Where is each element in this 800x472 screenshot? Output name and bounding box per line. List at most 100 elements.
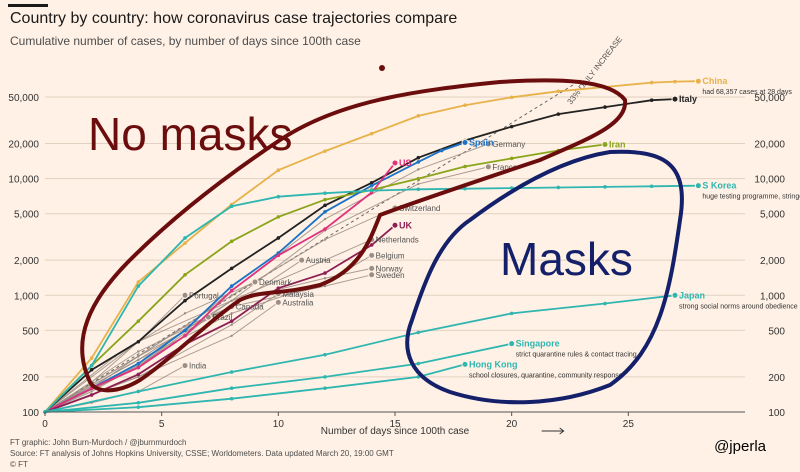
end-marker-uk <box>391 221 399 229</box>
series-note-s-korea: huge testing programme, stringent case i… <box>702 194 800 201</box>
reference-line-label: 33% DAILY INCREASE <box>565 35 624 107</box>
data-point-spain <box>369 183 374 188</box>
y-tick-label-right: 500 <box>768 326 785 337</box>
end-marker-portugal <box>181 291 189 299</box>
data-point-japan <box>603 301 607 306</box>
header-rule <box>8 4 48 7</box>
data-point-spain <box>416 160 421 164</box>
data-point-hong-kong <box>136 405 141 409</box>
series-label-singapore: Singapore <box>516 339 560 349</box>
data-point-china <box>183 241 187 245</box>
series-line-japan <box>44 294 676 413</box>
data-point-japan <box>229 370 234 374</box>
data-point-australia <box>137 375 140 379</box>
data-point-us <box>323 227 327 231</box>
data-point-us <box>276 253 281 258</box>
data-point-us <box>183 333 187 338</box>
end-marker-us <box>391 159 399 167</box>
series-label-denmark: Denmark <box>259 278 292 287</box>
data-point-italy <box>229 266 234 271</box>
data-point-s-korea <box>323 191 327 195</box>
end-marker-denmark <box>251 278 259 286</box>
data-point-france <box>417 182 420 186</box>
end-marker-sweden <box>368 271 376 279</box>
data-point-china <box>136 280 141 284</box>
x-tick-label: 0 <box>42 419 48 430</box>
series-label-portugal: Portugal <box>189 291 219 300</box>
series-note-hong-kong: school closures, quarantine, community r… <box>469 372 623 379</box>
data-point-iran <box>463 164 467 169</box>
series-label-norway: Norway <box>376 264 403 273</box>
y-tick-label-left: 20,000 <box>8 139 39 150</box>
data-point-sweden <box>323 284 327 288</box>
y-tick-label-right: 10,000 <box>754 175 785 186</box>
author-handle: @jperla <box>714 438 766 455</box>
series-label-uk: UK <box>399 220 412 230</box>
data-point-hong-kong <box>229 396 234 401</box>
series-line-switzerland <box>44 207 396 413</box>
data-point-italy <box>89 367 94 372</box>
data-point-s-korea <box>649 184 654 189</box>
series-note-japan: strong social norms around obedience and… <box>679 303 800 310</box>
data-point-italy <box>603 105 607 109</box>
data-point-denmark <box>183 312 187 315</box>
data-point-norway <box>230 299 233 302</box>
data-point-italy <box>183 298 187 303</box>
data-point-uk <box>229 319 234 323</box>
data-point-iran <box>136 319 141 323</box>
end-marker-singapore <box>508 340 516 348</box>
end-marker-italy <box>671 95 679 103</box>
x-tick-label: 25 <box>623 419 635 430</box>
data-point-canada <box>137 355 140 358</box>
series-label-hong-kong: Hong Kong <box>469 359 518 369</box>
data-point-iran <box>229 239 234 244</box>
data-point-china <box>509 95 514 100</box>
x-tick-label: 20 <box>506 419 518 430</box>
data-point-us <box>136 365 141 370</box>
data-point-s-korea <box>603 185 607 189</box>
data-point-s-korea <box>89 363 94 368</box>
data-point-china <box>416 114 421 118</box>
x-axis-title: Number of days since 100th case <box>321 426 470 437</box>
end-marker-s-korea <box>694 182 702 190</box>
data-point-uk <box>369 243 374 247</box>
data-point-italy <box>416 155 421 160</box>
data-point-australia <box>230 334 233 337</box>
data-point-iran <box>183 272 187 277</box>
y-tick-label-right: 200 <box>768 373 785 384</box>
data-point-japan <box>509 311 514 316</box>
x-tick-label: 15 <box>389 419 401 430</box>
data-point-malaysia <box>230 323 233 326</box>
data-point-s-korea <box>183 236 187 240</box>
series-label-china: China <box>702 76 728 86</box>
marker-dot <box>379 65 385 71</box>
series-line-singapore <box>44 342 512 413</box>
series-label-canada: Canada <box>236 303 265 312</box>
no-masks-label: No masks <box>88 108 292 160</box>
series-note-china: had 68,357 cases at 28 days <box>702 89 792 96</box>
data-point-china <box>369 131 374 136</box>
end-marker-japan <box>671 291 679 299</box>
end-marker-norway <box>368 264 376 272</box>
data-point-italy <box>323 203 327 208</box>
end-marker-iran <box>601 141 609 149</box>
data-point-japan <box>136 389 141 394</box>
data-point-s-korea <box>463 186 467 191</box>
series-label-belgium: Belgium <box>376 251 405 260</box>
data-point-germany <box>417 168 420 171</box>
masks-label: Masks <box>500 233 633 285</box>
data-point-italy <box>556 112 561 116</box>
data-point-spain <box>229 284 234 288</box>
chart-subtitle: Cumulative number of cases, by number of… <box>10 34 361 48</box>
data-point-canada <box>183 325 187 328</box>
y-tick-label-left: 500 <box>22 326 39 337</box>
x-tick-label: 5 <box>159 419 165 430</box>
y-tick-label-left: 200 <box>22 373 39 384</box>
data-point-china <box>673 79 677 84</box>
series-label-switzerland: Switzerland <box>399 204 440 213</box>
y-tick-label-right: 100 <box>768 408 785 419</box>
data-point-italy <box>136 339 141 344</box>
data-point-uk <box>276 286 281 291</box>
end-marker-australia <box>274 298 282 306</box>
